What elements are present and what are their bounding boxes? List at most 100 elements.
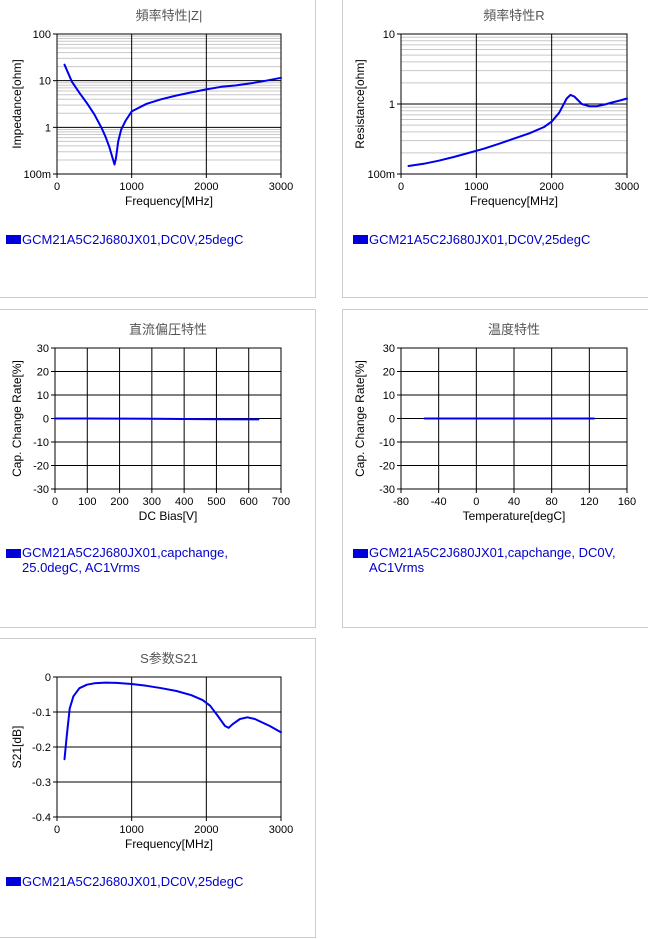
chart1-y-tick-label: 100m [367,169,395,181]
chart4-x-tick-label: 1000 [119,824,143,836]
chart0-x-tick-label: 2000 [194,181,218,193]
legend-swatch [6,549,21,558]
chart3-y-axis-label: Cap. Change Rate[%] [353,360,367,477]
chart2-y-axis-label: Cap. Change Rate[%] [10,360,24,477]
chart1-y-tick-label: 10 [383,29,395,41]
chart1-x-tick-label: 0 [398,181,404,193]
chart3-y-tick-label: -30 [379,484,395,496]
chart3-y-tick-label: -20 [379,461,395,473]
chart3-title: 温度特性 [488,322,540,337]
chart1-title: 頻率特性R [483,8,544,23]
chart2-x-tick-label: 600 [240,496,258,508]
chart3-y-tick-label: 20 [383,367,395,379]
chart2-y-tick-label: -20 [33,461,49,473]
chart0-plot-area [57,34,281,174]
chart1-frame [400,33,628,175]
chart3-x-tick-label: 160 [618,496,636,508]
legend-s21: GCM21A5C2J680JX01,DC0V,25degC [6,874,243,889]
chart0-x-tick-label: 3000 [269,181,293,193]
chart-panel-resistance: 頻率特性R 100m 1 10 0 1000 2000 3000 Frequency[MHz] R… [342,0,648,298]
chart3-frame [400,347,628,490]
chart3-x-tick-label: 80 [546,496,558,508]
chart2-x-tick-label: 0 [52,496,58,508]
chart0-title: 頻率特性|Z| [136,8,203,23]
chart2-x-tick-label: 400 [175,496,193,508]
chart4-y-tick-label: -0.3 [32,777,51,789]
chart3-y-tick-label: 0 [389,414,395,426]
chart2-series-line-0 [54,417,260,421]
chart1-x-axis-label: Frequency[MHz] [470,194,558,208]
chart2-y-tick-label: -10 [33,437,49,449]
chart2-x-tick-label: 500 [207,496,225,508]
legend-swatch [6,877,21,886]
legend-swatch [6,235,21,244]
chart2-y-tick-label: -30 [33,484,49,496]
chart2-y-tick-label: 10 [37,390,49,402]
chart0-y-tick-label: 1 [45,122,51,134]
chart0-x-axis-label: Frequency[MHz] [125,194,213,208]
chart4-frame [56,676,282,818]
legend-text[interactable]: GCM21A5C2J680JX01,DC0V,25degC [22,232,244,247]
chart2-x-axis-label: DC Bias[V] [139,509,198,523]
chart2-x-tick-label: 200 [110,496,128,508]
chart3-x-tick-label: 120 [580,496,598,508]
chart-panel-temperature: 温度特性 -30 -20 -10 0 10 20 30 -80 -40 0 40 80 120 160 Tem… [342,309,648,628]
chart4-y-tick-label: -0.2 [32,742,51,754]
legend-swatch [353,549,368,558]
chart2-x-tick-label: 100 [78,496,96,508]
chart4-series-line-0 [63,681,282,761]
chart-panel-impedance: 頻率特性|Z| 100m 1 10 100 0 1000 2000 3000 Frequency[… [0,0,316,298]
chart0-y-axis-label: Impedance[ohm] [10,59,24,148]
chart1-x-tick-label: 2000 [539,181,563,193]
chart3-y-tick-label: -10 [379,437,395,449]
chart0-y-tick-label: 100m [23,169,51,181]
legend-text[interactable]: GCM21A5C2J680JX01,capchange, DC0V, AC1Vr… [369,545,616,575]
legend-text[interactable]: GCM21A5C2J680JX01,DC0V,25degC [22,874,244,889]
chart1-y-axis-label: Resistance[ohm] [353,59,367,148]
chart4-y-tick-label: -0.1 [32,707,51,719]
chart4-x-axis-label: Frequency[MHz] [125,837,213,851]
chart4-y-tick-label: -0.4 [32,812,51,824]
chart-resistance: 頻率特性R 100m 1 10 0 1000 2000 3000 Frequency[MHz] R… [353,8,639,208]
chart2-y-tick-label: 0 [43,414,49,426]
legend-swatch [353,235,368,244]
chart0-y-tick-label: 100 [33,29,51,41]
chart-temperature: 温度特性 -30 -20 -10 0 10 20 30 -80 -40 0 40 80 120 160 Tem… [353,322,636,523]
chart0-y-tick-label: 10 [39,76,51,88]
chart2-y-tick-label: 20 [37,367,49,379]
chart1-series-line-0 [407,93,628,167]
chart1-x-tick-label: 3000 [615,181,639,193]
chart0-x-tick-label: 0 [54,181,60,193]
chart0-frame [56,33,282,175]
legend-text[interactable]: GCM21A5C2J680JX01,capchange, 25.0degC, A… [22,545,228,575]
chart4-x-tick-label: 2000 [194,824,218,836]
chart2-x-tick-label: 700 [272,496,290,508]
chart4-title: S参数S21 [140,651,198,666]
chart0-x-tick-label: 1000 [119,181,143,193]
chart2-title: 直流偏圧特性 [129,322,207,337]
legend-text[interactable]: GCM21A5C2J680JX01,DC0V,25degC [369,232,591,247]
chart4-x-tick-label: 3000 [269,824,293,836]
chart1-y-tick-label: 1 [389,99,395,111]
chart4-x-tick-label: 0 [54,824,60,836]
chart4-y-axis-label: S21[dB] [10,726,24,769]
chart3-x-tick-label: 0 [473,496,479,508]
chart-s21: S参数S21 -0.4 -0.3 -0.2 -0.1 0 0 1000 2000 3000 Freq… [10,651,293,851]
chart0-series-line-0 [63,63,282,166]
chart2-y-tick-label: 30 [37,343,49,355]
chart3-y-tick-label: 30 [383,343,395,355]
legend-dc-bias: GCM21A5C2J680JX01,capchange, 25.0degC, A… [6,545,228,575]
chart3-x-tick-label: -40 [431,496,447,508]
legend-temperature: GCM21A5C2J680JX01,capchange, DC0V, AC1Vr… [353,545,616,575]
chart1-x-tick-label: 1000 [464,181,488,193]
legend-resistance: GCM21A5C2J680JX01,DC0V,25degC [353,232,590,247]
chart3-y-tick-label: 10 [383,390,395,402]
chart3-x-tick-label: -80 [393,496,409,508]
chart3-x-axis-label: Temperature[degC] [463,509,566,523]
chart-panel-dc-bias: 直流偏圧特性 -30 -20 -10 0 10 20 30 0 100 200 300 400 500 60… [0,309,316,628]
chart3-x-tick-label: 40 [508,496,520,508]
chart-panel-s21: S参数S21 -0.4 -0.3 -0.2 -0.1 0 0 1000 2000 3000 Freq… [0,638,316,938]
legend-impedance: GCM21A5C2J680JX01,DC0V,25degC [6,232,243,247]
